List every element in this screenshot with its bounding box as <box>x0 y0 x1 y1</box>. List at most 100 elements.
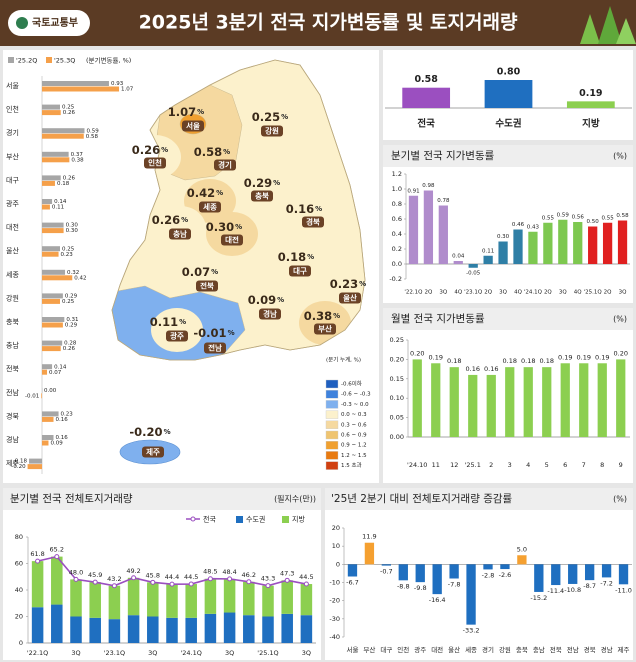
bar <box>484 80 533 108</box>
value-label: 0.16 <box>466 365 480 373</box>
bar <box>42 110 61 116</box>
region-name: 충북 <box>255 191 269 201</box>
value-label: -16.4 <box>429 596 446 604</box>
value-label: 0.32 <box>67 270 79 276</box>
region-name: 전남 <box>208 343 222 353</box>
region-tag <box>221 234 243 246</box>
value-label: 0.25 <box>62 246 75 252</box>
bar-segment <box>51 604 63 643</box>
x-tick-label: 강원 <box>499 645 511 654</box>
y-tick-label: 0 <box>336 560 340 568</box>
region-value: 0.42% <box>187 186 223 200</box>
bar <box>486 374 496 437</box>
bar <box>534 564 544 592</box>
bar-segment <box>281 613 293 643</box>
bar <box>42 364 53 370</box>
line-marker <box>227 576 233 582</box>
legend-label: 수도권 <box>246 516 265 524</box>
bar <box>29 458 42 464</box>
y-tick-label: 0.00 <box>390 433 404 441</box>
y-tick-label: -20 <box>329 597 340 605</box>
chart-title: 분기별 전국 전체토지거래량 <box>10 493 133 505</box>
bar <box>402 87 451 108</box>
bar-segment <box>223 578 236 613</box>
map-region <box>244 286 296 330</box>
value-label: -0.20 <box>11 464 26 470</box>
value-label: 0.16 <box>56 417 69 423</box>
value-label: 0.58 <box>616 213 629 219</box>
bar <box>468 374 478 437</box>
x-tick-label: 지방 <box>582 118 600 130</box>
value-unit: % <box>273 179 280 187</box>
bar-segment <box>243 615 255 643</box>
x-tick-label: '23.1Q <box>104 649 125 657</box>
y-tick-label: 0.15 <box>390 375 404 383</box>
bar <box>483 564 493 570</box>
value-number: 0.26 <box>152 213 180 227</box>
region-label: 경남 <box>6 435 19 444</box>
value-number: 0.29 <box>244 176 272 190</box>
x-tick-label: 9 <box>619 461 623 469</box>
legend-swatch <box>46 57 52 63</box>
value-label: -0.01 <box>25 393 39 399</box>
region-name: 울산 <box>343 293 357 303</box>
value-label: 0.26 <box>63 346 76 352</box>
bar <box>27 464 42 470</box>
value-label: 0.78 <box>437 198 450 204</box>
value-unit: % <box>228 329 235 337</box>
bar <box>42 346 61 352</box>
bar <box>617 220 628 264</box>
x-tick-label: '24.10 <box>407 461 427 469</box>
y-tick-label: 10 <box>332 542 340 550</box>
bar <box>42 435 54 440</box>
value-label: -8.8 <box>397 582 410 590</box>
bar <box>42 133 84 139</box>
panel-change <box>325 488 633 660</box>
region-label: 대전 <box>6 223 19 232</box>
value-label: 0.38 <box>71 157 84 163</box>
bar <box>42 199 53 204</box>
value-label: 48.0 <box>69 568 83 576</box>
value-label: 0.23 <box>61 252 74 258</box>
value-label: -0.7 <box>380 568 393 576</box>
region-value: 0.58% <box>194 145 230 159</box>
value-label: 0.11 <box>52 205 64 211</box>
bar <box>616 359 626 437</box>
map-regions <box>112 84 365 360</box>
value-label: 46.2 <box>242 571 256 579</box>
value-label: 48.4 <box>222 568 236 576</box>
y-tick-label: -10 <box>329 579 340 587</box>
bar <box>42 369 48 375</box>
value-label: 43.3 <box>261 575 275 583</box>
value-label: 0.11 <box>482 248 494 254</box>
unit-label: (%) <box>613 152 627 161</box>
region-value: 0.29% <box>244 176 280 190</box>
line-marker <box>131 575 137 581</box>
bar <box>42 151 69 157</box>
value-number: 0.58 <box>194 145 222 159</box>
legend-label: -0.6 ~ -0.3 <box>341 392 371 398</box>
y-tick-label: 1.2 <box>392 170 402 178</box>
region-value: 0.26% <box>132 143 168 157</box>
value-label: 0.25 <box>62 299 75 305</box>
value-label: 0.31 <box>66 317 78 323</box>
bar <box>42 416 54 422</box>
legend-swatch <box>325 410 339 419</box>
region-tag <box>199 201 221 213</box>
bar <box>588 226 598 264</box>
bar <box>602 222 613 264</box>
y-tick-label: 20 <box>332 524 340 532</box>
region-name: 서울 <box>186 121 200 131</box>
value-label: 0.26 <box>63 110 76 116</box>
value-number: 0.18 <box>278 250 306 264</box>
region-label: 전북 <box>6 364 19 373</box>
x-tick-label: 인천 <box>397 645 409 654</box>
value-number: -0.01 <box>193 326 226 340</box>
region-value: 0.16% <box>286 202 322 216</box>
legend-swatch <box>325 390 339 399</box>
x-tick-label: '23.1Q <box>464 290 483 296</box>
bar <box>560 363 570 437</box>
value-label: 0.29 <box>65 323 78 329</box>
region-name: 전북 <box>200 281 214 291</box>
logo-emblem <box>16 17 28 29</box>
